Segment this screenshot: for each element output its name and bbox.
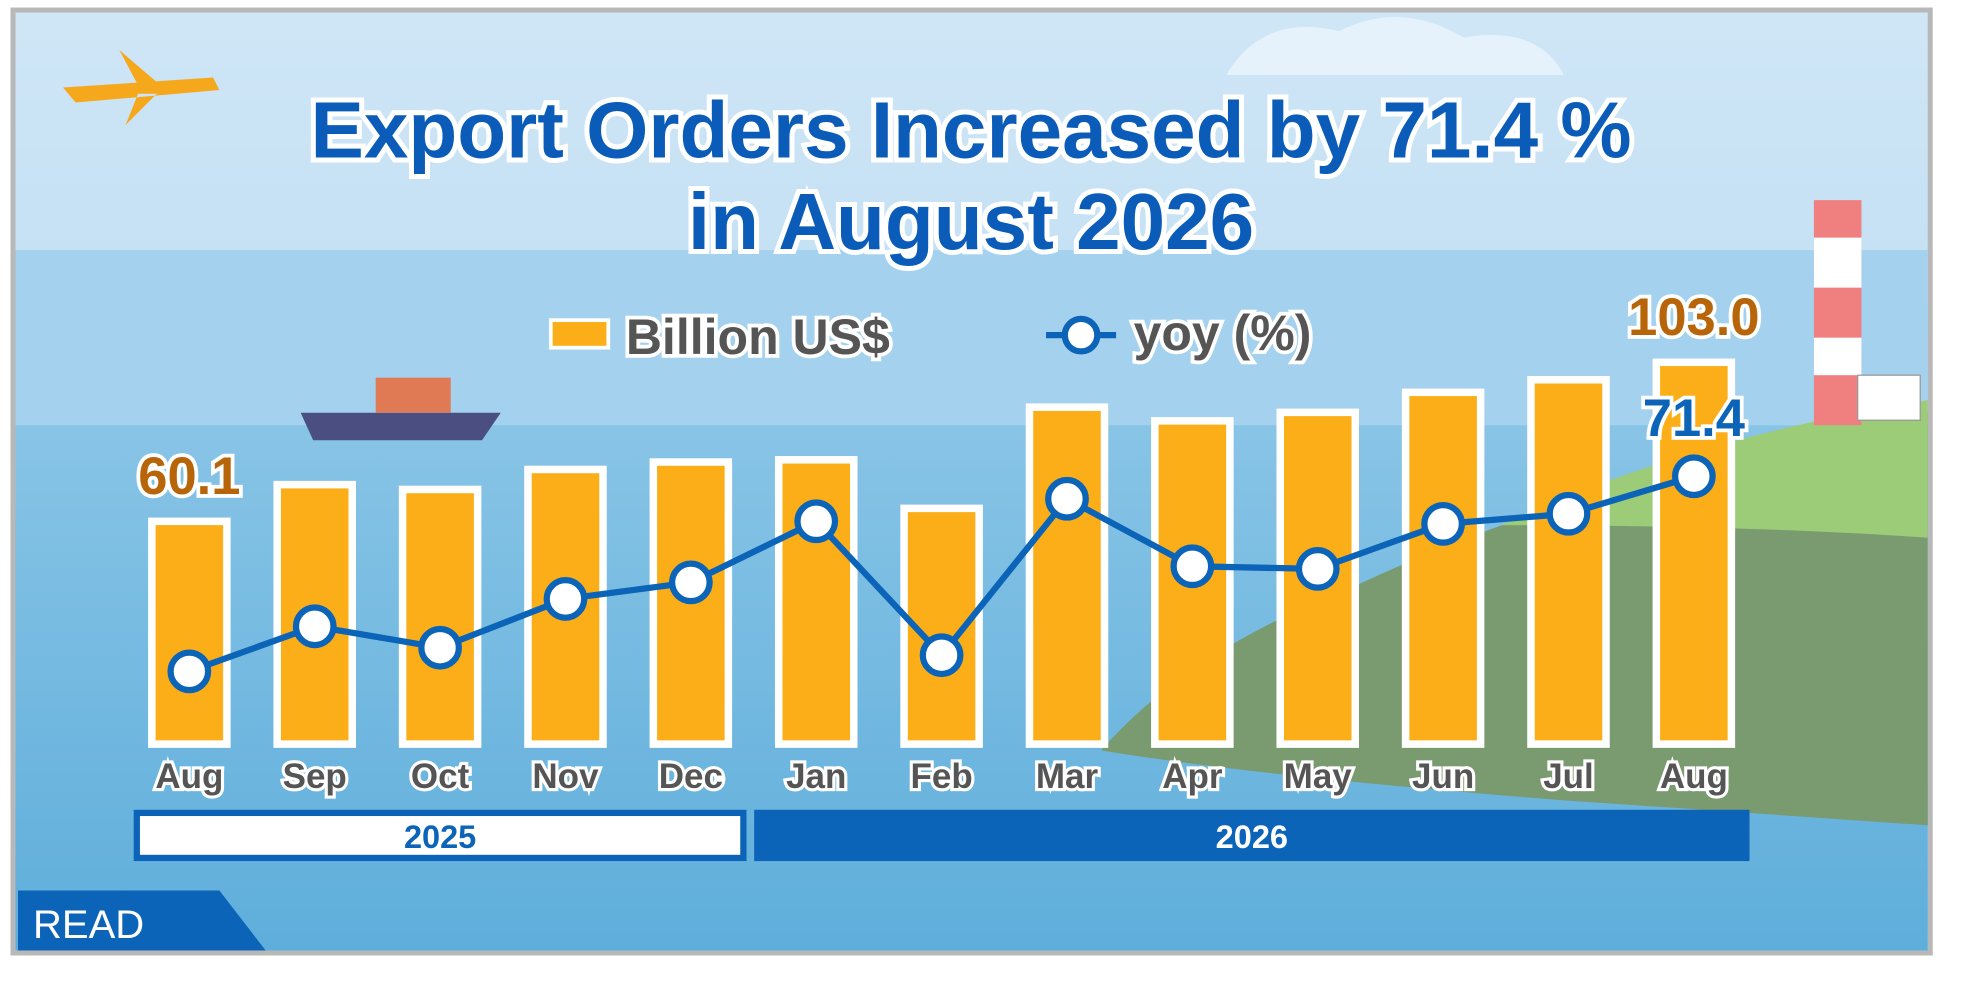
- yoy-marker: [1295, 547, 1340, 591]
- bar: [1527, 375, 1610, 748]
- x-tick-label: May: [1284, 757, 1353, 796]
- x-tick-label: Feb: [910, 757, 972, 796]
- bar: [1652, 358, 1736, 748]
- yoy-marker: [794, 499, 839, 544]
- x-tick-label: Jul: [1543, 757, 1594, 796]
- bar: [398, 485, 482, 748]
- lighthouse: [1813, 200, 1862, 426]
- chart-title: in August 2026: [688, 177, 1254, 266]
- lighthouse-stripe: [1813, 237, 1862, 288]
- year-label: 2026: [1216, 819, 1288, 855]
- chart-title: Export Orders Increased by 71.4 %: [310, 86, 1631, 175]
- x-tick-label: Oct: [411, 757, 470, 796]
- x-tick-label: Jun: [1412, 757, 1474, 796]
- cloud: [1226, 17, 1564, 76]
- x-tick-label: Sep: [283, 757, 347, 796]
- x-tick-label: Apr: [1162, 757, 1223, 796]
- yoy-marker: [1671, 454, 1716, 499]
- read-button-label[interactable]: READ: [33, 903, 144, 947]
- yoy-marker: [1045, 476, 1089, 521]
- ship: [300, 412, 501, 441]
- house: [1857, 374, 1921, 421]
- yoy-marker: [292, 604, 337, 649]
- plane: [63, 50, 220, 126]
- containers: [375, 377, 451, 413]
- x-tick-label: Nov: [532, 757, 599, 796]
- yoy-marker: [167, 649, 212, 694]
- legend-label: Billion US$: [626, 309, 890, 365]
- data-label: 71.4: [1643, 389, 1745, 448]
- yoy-marker: [919, 633, 964, 678]
- legend-marker: [1061, 315, 1101, 355]
- x-tick-label: Dec: [659, 757, 723, 796]
- yoy-marker: [668, 560, 713, 605]
- x-tick-label: Aug: [1660, 757, 1728, 796]
- bar: [1025, 403, 1109, 748]
- legend: Billion US$ yoy (%): [548, 301, 1315, 369]
- legend-label: yoy (%): [1134, 305, 1312, 361]
- bar: [148, 517, 231, 748]
- yoy-marker: [1170, 544, 1215, 589]
- read-button[interactable]: [18, 890, 266, 951]
- year-band: [133, 809, 747, 862]
- data-label: 103.0: [1628, 288, 1759, 347]
- x-tick-label: Mar: [1036, 757, 1099, 796]
- yoy-marker: [543, 577, 588, 621]
- plot: Aug 60.1 Sep Oct Nov Dec Jan Feb Mar Apr May Jun Jul…: [133, 284, 1763, 862]
- x-tick-label: Jan: [786, 757, 846, 796]
- data-label: 60.1: [138, 447, 240, 506]
- year-label: 2025: [404, 819, 476, 855]
- lighthouse-stripe: [1813, 337, 1862, 376]
- yoy-marker: [1421, 502, 1465, 546]
- year-band: [754, 809, 1750, 862]
- legend-swatch: [548, 318, 611, 350]
- yoy-marker: [418, 625, 462, 670]
- bar: [1401, 388, 1485, 748]
- yoy-marker: [1546, 491, 1591, 536]
- x-tick-label: Aug: [155, 757, 223, 796]
